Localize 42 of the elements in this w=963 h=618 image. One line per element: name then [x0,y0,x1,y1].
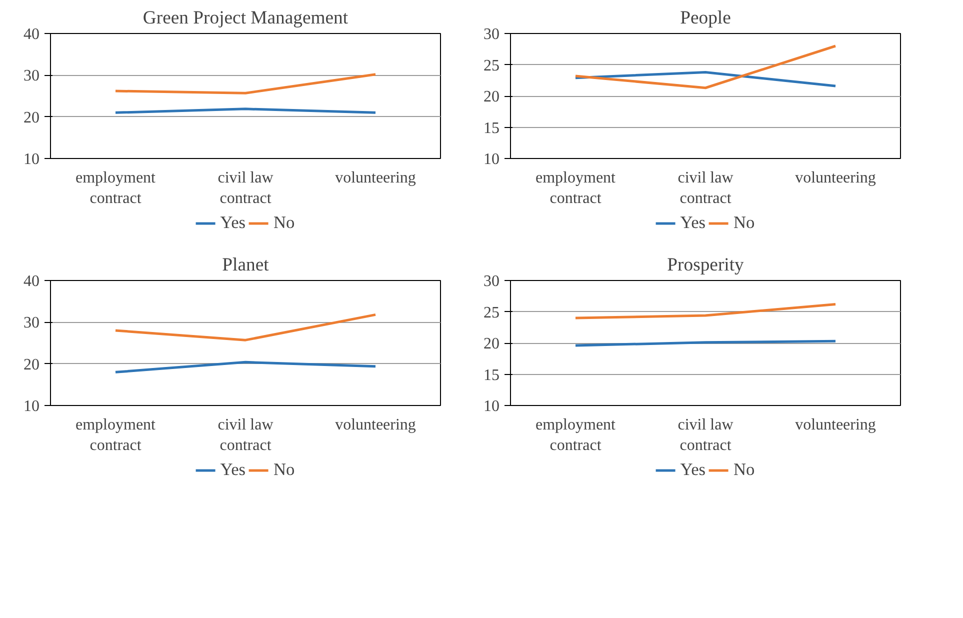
legend-label: No [734,213,755,233]
legend-label: Yes [220,460,246,480]
y-tick-label: 20 [484,88,500,106]
x-tick-label: employment contract [76,170,156,207]
x-tick-label: civil law contract [218,170,274,207]
y-tick-label: 10 [24,398,40,415]
chart-title: Prosperity [667,254,745,276]
y-tick-label: 25 [484,304,500,322]
y-tick-label: 15 [484,120,500,137]
x-tick-label: employment contract [536,416,616,454]
y-tick-label: 10 [484,398,500,415]
y-tick-label: 10 [24,151,40,168]
y-tick-label: 40 [24,273,40,290]
x-tick-label: employment contract [536,170,616,207]
y-tick-label: 30 [24,68,40,85]
x-tick-label: civil law contract [678,416,734,454]
x-tick-label: volunteering [335,170,416,186]
y-tick-label: 30 [484,273,500,290]
y-tick-label: 30 [484,26,500,43]
legend-label: No [274,460,295,480]
chart-title: Green Project Management [142,8,349,28]
y-tick-label: 20 [484,336,500,352]
legend-label: Yes [220,213,246,233]
y-tick-label: 25 [484,57,500,74]
legend-label: Yes [680,460,706,480]
y-tick-label: 30 [24,314,40,332]
y-tick-label: 20 [24,356,40,374]
x-tick-label: employment contract [76,416,156,454]
chart-title: Planet [222,254,270,276]
y-tick-label: 10 [484,151,500,168]
legend-label: No [734,460,755,480]
legend-label: Yes [680,213,706,233]
y-tick-label: 40 [24,26,40,43]
x-tick-label: volunteering [795,170,876,186]
y-tick-label: 15 [484,366,500,384]
x-tick-label: volunteering [335,416,416,434]
x-tick-label: civil law contract [218,416,274,454]
x-tick-label: civil law contract [678,170,734,207]
y-tick-label: 20 [24,109,40,126]
legend-label: No [274,213,295,233]
chart-title: People [680,8,731,28]
x-tick-label: volunteering [795,416,876,434]
